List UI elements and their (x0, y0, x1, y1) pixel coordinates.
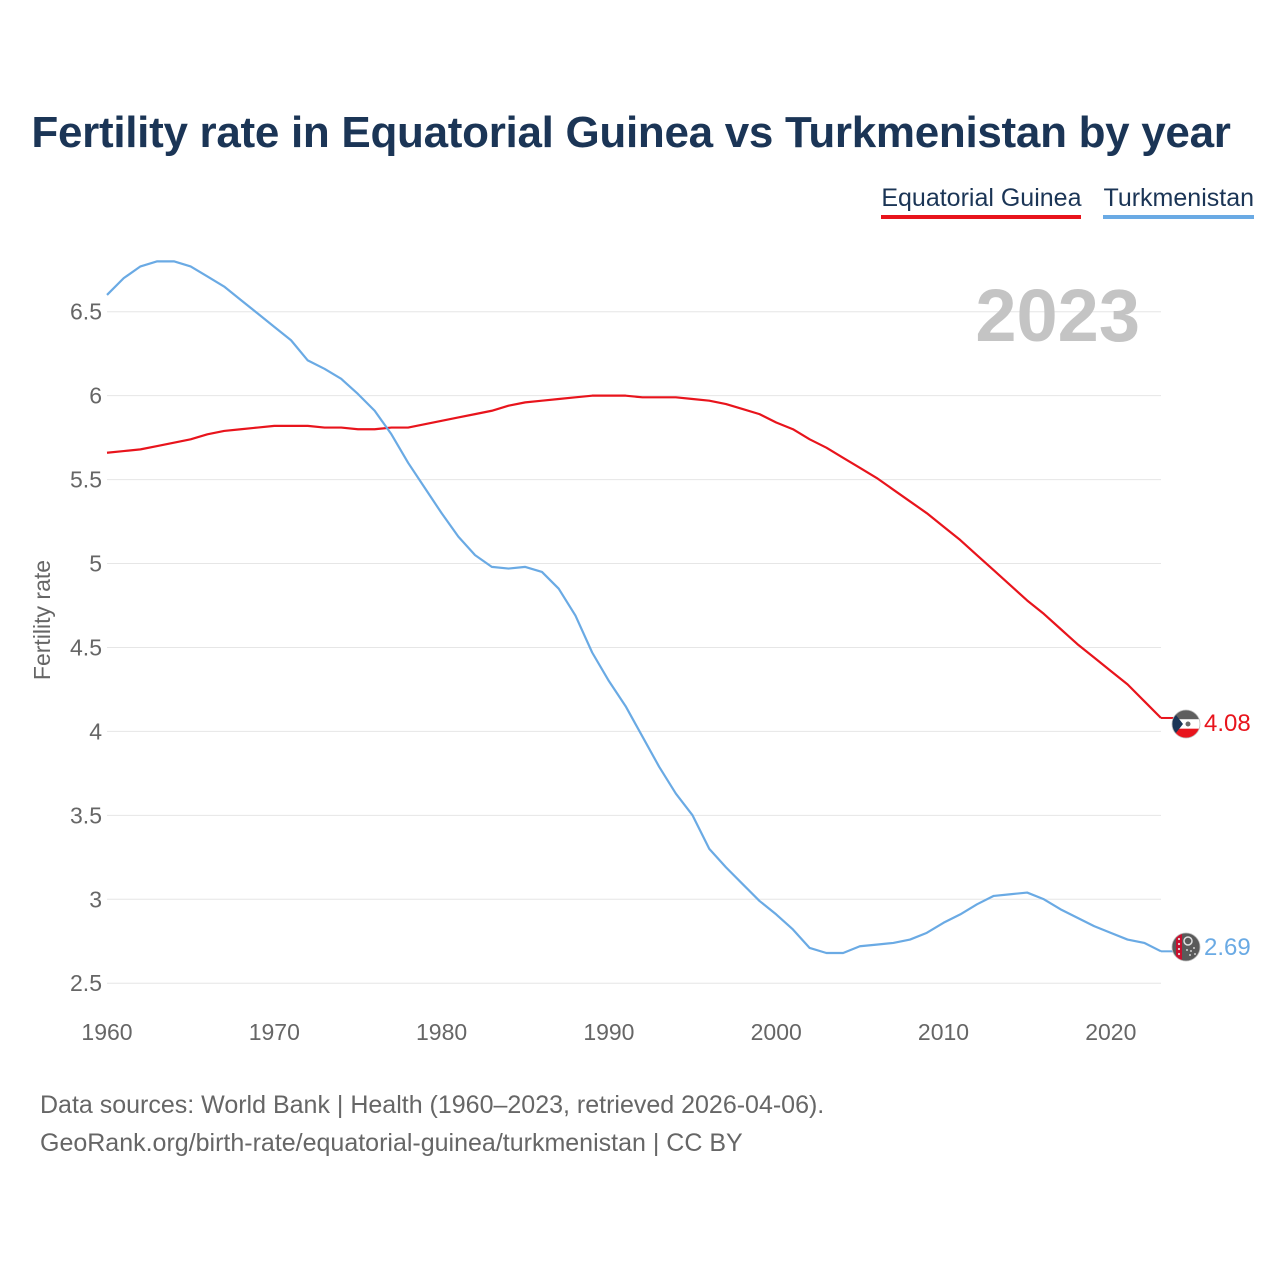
y-tick-label: 5 (89, 551, 102, 577)
y-tick-labels: 2.5 3 3.5 4 4.5 5 5.5 6 6.5 (70, 299, 102, 996)
turkmenistan-flag-icon (1171, 932, 1201, 962)
series-line-turkmenistan (106, 260, 1162, 955)
x-tick-label: 1980 (416, 1019, 467, 1045)
y-tick-label: 4.5 (70, 634, 102, 660)
y-axis-title: Fertility rate (29, 560, 55, 680)
legend: Equatorial Guinea Turkmenistan (881, 184, 1254, 219)
equatorial-guinea-flag-icon (1171, 709, 1201, 739)
y-tick-label: 4 (89, 718, 102, 744)
data-sources-note: Data sources: World Bank | Health (1960–… (40, 1091, 825, 1119)
series-line-equatorial-guinea (106, 394, 1162, 719)
y-tick-label: 3 (89, 886, 102, 912)
legend-item-turkmenistan[interactable]: Turkmenistan (1103, 184, 1254, 219)
end-markers (1171, 709, 1201, 962)
x-tick-label: 2000 (751, 1019, 802, 1045)
x-tick-label: 1990 (583, 1019, 634, 1045)
end-label-turkmenistan: 2.69 (1204, 934, 1251, 961)
series-lines (106, 260, 1174, 955)
chart-title: Fertility rate in Equatorial Guinea vs T… (31, 108, 1231, 157)
end-label-equatorial-guinea: 4.08 (1204, 710, 1251, 737)
legend-item-equatorial-guinea[interactable]: Equatorial Guinea (881, 184, 1082, 219)
footer: Data sources: World Bank | Health (1960–… (40, 1086, 824, 1162)
year-label: 2023 (975, 274, 1140, 357)
x-tick-labels: 1960 1970 1980 1990 2000 2010 2020 (81, 1019, 1136, 1045)
y-tick-label: 6 (89, 383, 102, 409)
grid-lines (107, 311, 1161, 984)
x-tick-label: 1960 (81, 1019, 132, 1045)
y-tick-label: 2.5 (70, 970, 102, 996)
y-tick-label: 6.5 (70, 299, 102, 325)
x-tick-label: 2020 (1085, 1019, 1136, 1045)
y-tick-label: 3.5 (70, 802, 102, 828)
y-tick-label: 5.5 (70, 467, 102, 493)
x-tick-label: 1970 (249, 1019, 300, 1045)
source-url: GeoRank.org/birth-rate/equatorial-guinea… (40, 1129, 743, 1157)
x-tick-label: 2010 (918, 1019, 969, 1045)
